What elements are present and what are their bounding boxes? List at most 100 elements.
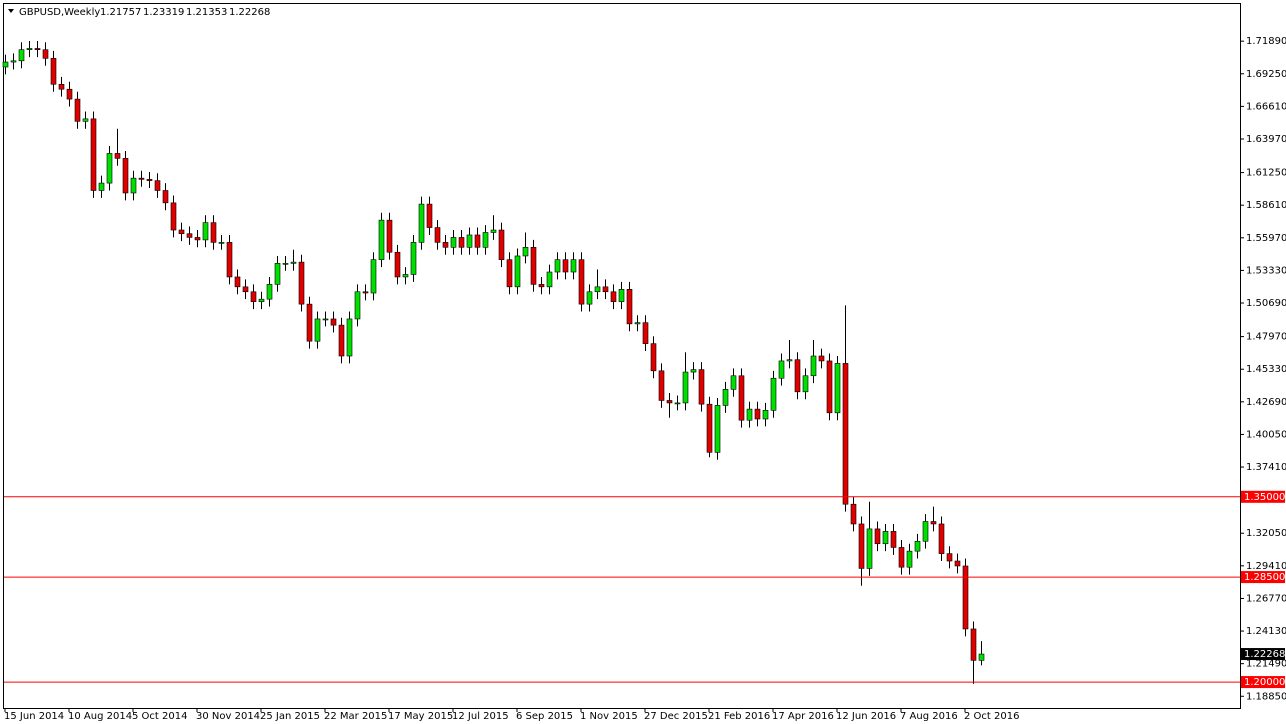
candle-body	[874, 528, 881, 545]
candle-body	[202, 222, 209, 241]
candle-body	[338, 324, 345, 357]
candle-body	[730, 375, 737, 390]
candle-body	[650, 343, 657, 372]
candle-body	[554, 259, 561, 273]
candle-body	[594, 286, 601, 293]
candle-body	[658, 370, 665, 401]
candle-body	[362, 291, 369, 294]
candle-body	[946, 553, 953, 562]
candle-body	[514, 255, 521, 288]
candle-body	[482, 232, 489, 248]
candle-body	[90, 118, 97, 191]
candle-body	[378, 219, 385, 260]
candle-body	[826, 360, 833, 414]
candle-body	[930, 521, 937, 525]
y-tick-label: 1.61250	[1246, 168, 1286, 179]
candle-body	[218, 242, 225, 244]
x-tick-label: 1 Nov 2015	[580, 711, 638, 722]
y-tick-label: 1.69250	[1246, 69, 1286, 80]
candle-body	[138, 177, 145, 180]
chart-title: GBPUSD,Weekly	[19, 7, 100, 18]
candle-body	[346, 318, 353, 357]
y-tick-label: 1.32050	[1246, 528, 1286, 539]
ohlc-high: 1.23319	[143, 7, 184, 18]
x-tick-label: 12 Jul 2015	[452, 711, 509, 722]
y-tick-label: 1.71890	[1246, 36, 1286, 47]
candle-body	[562, 259, 569, 273]
candle-body	[162, 190, 169, 204]
candle-body	[178, 229, 185, 235]
candle-body	[26, 48, 33, 50]
price-box	[1241, 648, 1285, 661]
y-tick-label: 1.21490	[1246, 659, 1286, 670]
candle-body	[474, 234, 481, 248]
candle-body	[314, 318, 321, 342]
candle-body	[698, 369, 705, 405]
candle-body	[170, 202, 177, 231]
candle-body	[34, 48, 41, 50]
candle-body	[242, 286, 249, 293]
level-label: 1.20000	[1244, 677, 1285, 688]
candle-body	[290, 261, 297, 264]
candle-body	[714, 405, 721, 453]
candle-body	[778, 360, 785, 379]
plot-frame	[3, 3, 1241, 709]
candle-body	[586, 291, 593, 305]
candle-body	[546, 271, 553, 288]
x-tick-label: 7 Aug 2016	[900, 711, 958, 722]
candle-body	[570, 259, 577, 273]
candle-body	[114, 153, 121, 159]
level-label: 1.28500	[1244, 572, 1285, 583]
candle-body	[602, 286, 609, 293]
candle-body	[58, 83, 65, 90]
candle-body	[842, 363, 849, 505]
candle-body	[978, 653, 985, 661]
candle-body	[434, 227, 441, 243]
candle-body	[2, 61, 9, 68]
candle-body	[354, 291, 361, 320]
candle-body	[282, 263, 289, 265]
x-tick-label: 21 Feb 2016	[708, 711, 770, 722]
candle-body	[914, 540, 921, 552]
candle-body	[802, 375, 809, 393]
candle-body	[450, 237, 457, 248]
candle-body	[42, 49, 49, 59]
y-tick-label: 1.50690	[1246, 298, 1286, 309]
candle-body	[106, 153, 113, 184]
x-tick-label: 17 May 2015	[388, 711, 453, 722]
y-tick-label: 1.40050	[1246, 429, 1286, 440]
y-tick-label: 1.63970	[1246, 134, 1286, 145]
candle-body	[266, 284, 273, 300]
price-label: 1.22268	[1244, 649, 1285, 660]
candle-body	[258, 298, 265, 302]
y-tick-label: 1.45330	[1246, 364, 1286, 375]
candle-body	[82, 118, 89, 122]
candle-body	[706, 403, 713, 453]
candle-body	[746, 408, 753, 421]
candle-body	[898, 547, 905, 568]
candle-body	[522, 247, 529, 257]
candle-body	[306, 303, 313, 342]
candle-body	[330, 318, 337, 326]
candle-body	[530, 247, 537, 285]
level-label-box	[1241, 571, 1285, 584]
candle-body	[858, 523, 865, 569]
candle-body	[490, 229, 497, 233]
candle-body	[298, 261, 305, 305]
y-tick-label: 1.47970	[1246, 332, 1286, 343]
candle-body	[210, 222, 217, 243]
candle-body	[634, 322, 641, 325]
candle-body	[626, 289, 633, 325]
x-tick-label: 6 Sep 2015	[516, 711, 573, 722]
candle-body	[226, 242, 233, 278]
candle-body	[426, 203, 433, 228]
candle-body	[770, 377, 777, 411]
y-tick-label: 1.26770	[1246, 593, 1286, 604]
candle-body	[154, 180, 161, 191]
candle-body	[674, 402, 681, 405]
y-tick-label: 1.55970	[1246, 233, 1286, 244]
y-tick-label: 1.58610	[1246, 200, 1286, 211]
menu-arrow[interactable]	[8, 9, 14, 13]
